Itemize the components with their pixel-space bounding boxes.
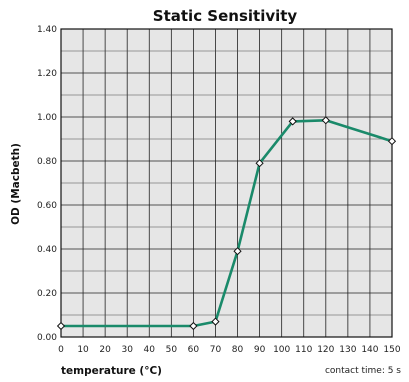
y-tick-label-4: 0.80 xyxy=(37,157,57,167)
y-axis-label: OD (Macbeth) xyxy=(10,143,22,225)
data-point-3 xyxy=(233,247,242,256)
x-tick-label-11: 110 xyxy=(295,345,312,355)
series-line-0 xyxy=(61,119,393,328)
y-tick-label-0: 0.00 xyxy=(37,333,57,343)
data-point-5 xyxy=(288,117,297,126)
x-tick-label-7: 70 xyxy=(210,345,222,355)
x-tick-label-2: 20 xyxy=(99,345,111,355)
x-tick-label-6: 60 xyxy=(188,345,200,355)
x-tick-label-10: 100 xyxy=(273,345,290,355)
x-axis-label: temperature (°C) xyxy=(61,365,162,377)
contact-time-note: contact time: 5 s xyxy=(325,366,401,376)
data-point-2 xyxy=(211,317,220,326)
plot-frame xyxy=(60,28,393,338)
x-tick-label-9: 90 xyxy=(254,345,266,355)
series-layer xyxy=(56,116,397,331)
x-tick-label-14: 140 xyxy=(361,345,378,355)
y-tick-label-5: 1.00 xyxy=(37,113,57,123)
x-axis-ticks: 0 10 20 30 40 50 60 70 80 90 100 110 120 130 140 150 xyxy=(58,345,401,355)
y-tick-label-6: 1.20 xyxy=(37,69,57,79)
data-point-6 xyxy=(321,116,330,125)
x-tick-label-0: 0 xyxy=(58,345,64,355)
y-tick-label-7: 1.40 xyxy=(37,25,57,35)
y-tick-label-3: 0.60 xyxy=(37,201,57,211)
data-point-4 xyxy=(255,159,264,168)
x-tick-label-8: 80 xyxy=(232,345,244,355)
data-point-7 xyxy=(387,137,397,146)
x-tick-label-15: 150 xyxy=(383,345,400,355)
x-tick-label-5: 50 xyxy=(166,345,178,355)
x-tick-label-4: 40 xyxy=(144,345,156,355)
data-point-1 xyxy=(189,321,198,331)
x-tick-label-13: 130 xyxy=(339,345,356,355)
y-tick-label-2: 0.40 xyxy=(37,245,57,255)
data-point-0 xyxy=(56,321,66,331)
x-tick-label-3: 30 xyxy=(121,345,133,355)
y-tick-label-1: 0.20 xyxy=(37,289,57,299)
x-tick-label-12: 120 xyxy=(317,345,334,355)
x-tick-label-1: 10 xyxy=(77,345,89,355)
grid-lines xyxy=(60,28,393,338)
y-axis-ticks: 0.00 0.20 0.40 0.60 0.80 1.00 1.20 1.40 xyxy=(37,25,57,343)
chart-title: Static Sensitivity xyxy=(153,7,298,25)
